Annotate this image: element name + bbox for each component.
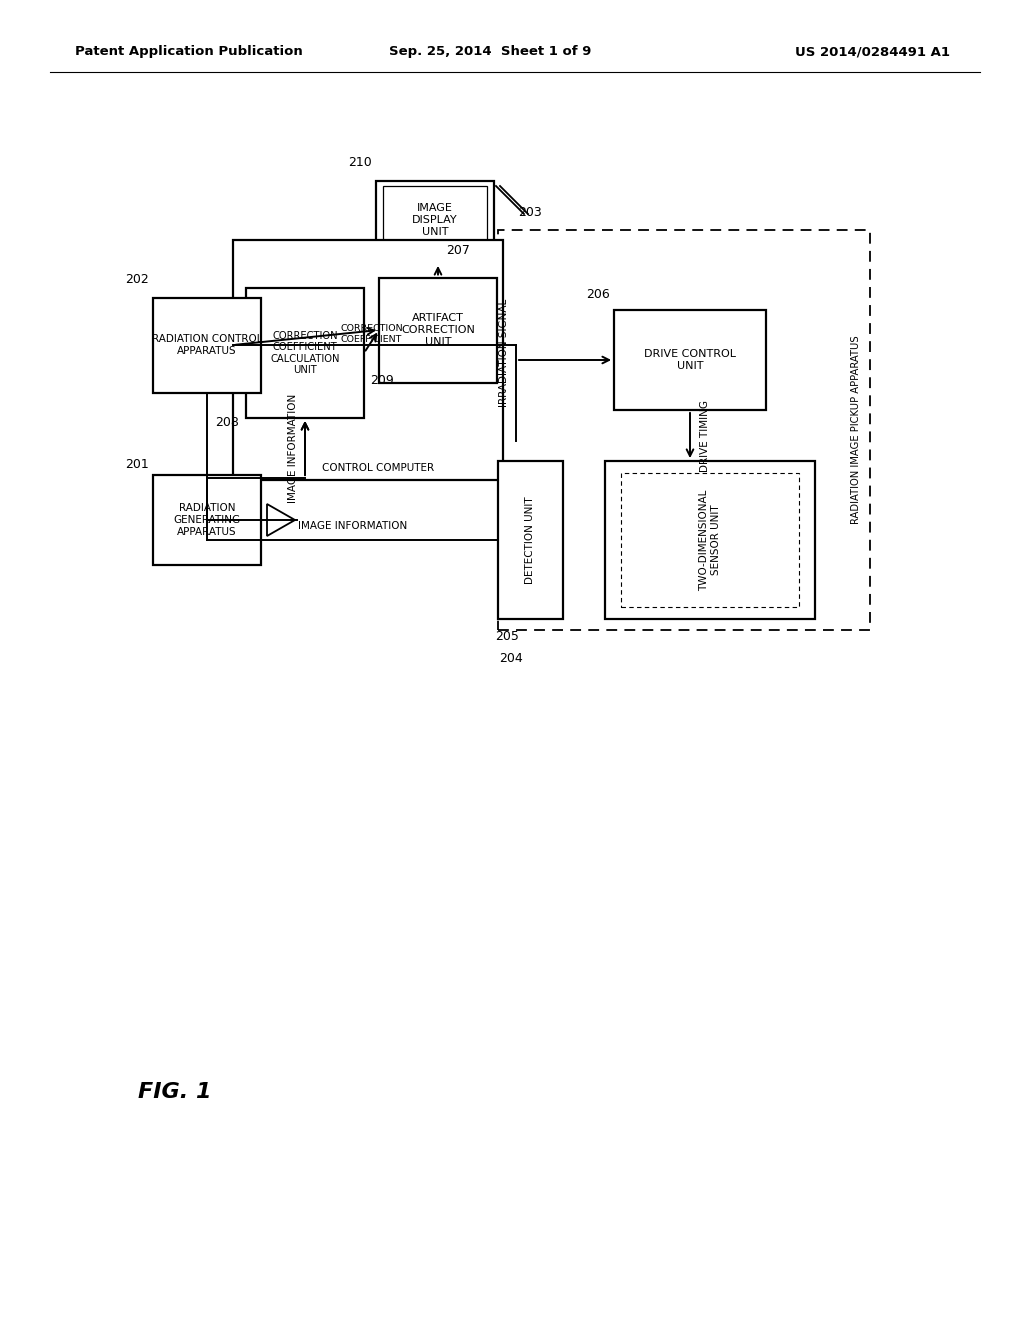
Text: 206: 206 (587, 288, 610, 301)
Text: Patent Application Publication: Patent Application Publication (75, 45, 303, 58)
Text: 204: 204 (500, 652, 523, 665)
Text: TWO-DIMENSIONAL
SENSOR UNIT: TWO-DIMENSIONAL SENSOR UNIT (699, 490, 721, 590)
Text: 203: 203 (518, 206, 542, 219)
Text: IMAGE
DISPLAY
UNIT: IMAGE DISPLAY UNIT (413, 203, 458, 236)
Text: RADIATION
GENERATING
APPARATUS: RADIATION GENERATING APPARATUS (173, 503, 241, 537)
Text: 210: 210 (348, 157, 372, 169)
Text: Sep. 25, 2014  Sheet 1 of 9: Sep. 25, 2014 Sheet 1 of 9 (389, 45, 591, 58)
Text: CONTROL COMPUTER: CONTROL COMPUTER (322, 463, 434, 473)
Text: US 2014/0284491 A1: US 2014/0284491 A1 (795, 45, 950, 58)
Text: RADIATION CONTROL
APPARATUS: RADIATION CONTROL APPARATUS (152, 334, 262, 356)
Bar (383, 186, 487, 249)
Text: FIG. 1: FIG. 1 (138, 1082, 212, 1102)
Bar (614, 310, 766, 411)
Bar (605, 461, 815, 619)
Text: IRRADIATION SIGNAL: IRRADIATION SIGNAL (499, 298, 509, 407)
Text: 205: 205 (496, 631, 519, 644)
Text: IMAGE INFORMATION: IMAGE INFORMATION (288, 393, 298, 503)
Bar (376, 181, 494, 263)
Text: 202: 202 (125, 273, 150, 286)
Bar (153, 475, 261, 565)
Bar (233, 240, 503, 480)
Text: RADIATION IMAGE PICKUP APPARATUS: RADIATION IMAGE PICKUP APPARATUS (851, 335, 861, 524)
Text: CORRECTION
COEFFICIENT
CALCULATION
UNIT: CORRECTION COEFFICIENT CALCULATION UNIT (270, 330, 340, 375)
Text: DRIVE CONTROL
UNIT: DRIVE CONTROL UNIT (644, 350, 736, 371)
Text: DETECTION UNIT: DETECTION UNIT (525, 496, 535, 583)
Text: 209: 209 (370, 375, 394, 388)
Text: IMAGE INFORMATION: IMAGE INFORMATION (298, 521, 407, 531)
Text: DRIVE TIMING: DRIVE TIMING (700, 400, 710, 471)
Text: ARTIFACT
CORRECTION
UNIT: ARTIFACT CORRECTION UNIT (401, 313, 475, 347)
Text: CORRECTION
COEFFICIENT: CORRECTION COEFFICIENT (340, 325, 402, 343)
Text: 208: 208 (215, 416, 239, 429)
Bar (153, 297, 261, 392)
Bar (246, 288, 364, 418)
Text: 207: 207 (446, 244, 470, 257)
Text: 201: 201 (125, 458, 150, 471)
Bar (498, 230, 870, 630)
Bar (498, 461, 562, 619)
Bar (379, 277, 497, 383)
Bar (621, 473, 799, 607)
